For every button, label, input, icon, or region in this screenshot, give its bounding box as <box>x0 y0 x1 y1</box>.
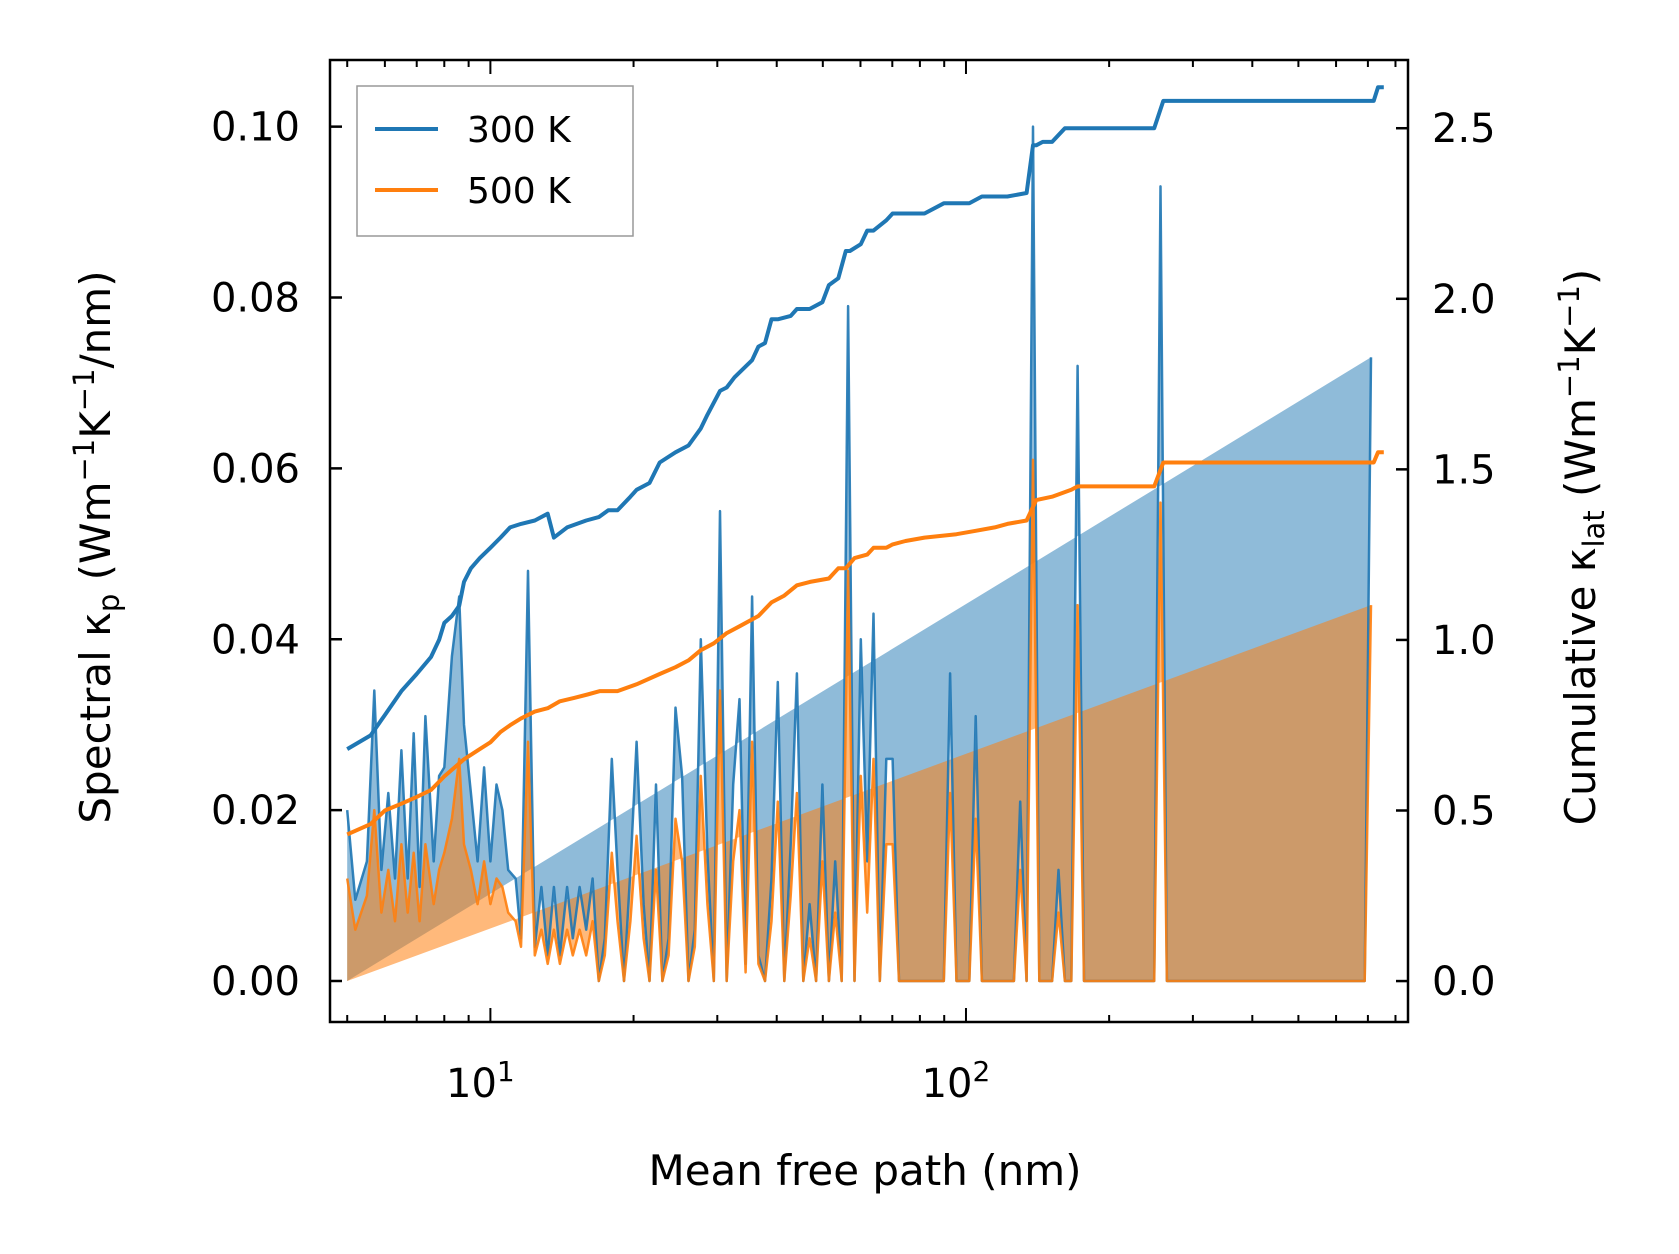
y2-tick-label: 0.0 <box>1432 959 1496 1005</box>
cumulative-line-500k <box>346 450 1384 837</box>
spectral-fills <box>347 126 1371 982</box>
y2-axis-title: Cumulative κlat (Wm−1K−1) <box>1552 269 1611 826</box>
y2-tick-label: 1.5 <box>1432 447 1496 493</box>
x-tick-label: 101 <box>446 1055 515 1107</box>
y-tick-label: 0.06 <box>211 446 300 492</box>
y-tick-label: 0.00 <box>211 959 300 1005</box>
y2-tick-label: 2.5 <box>1432 106 1496 152</box>
x-axis-title: Mean free path (nm) <box>648 1146 1081 1195</box>
spectral-fill-500k <box>347 459 1371 981</box>
y-tick-label: 0.02 <box>211 788 300 834</box>
y2-tick-label: 1.0 <box>1432 618 1496 664</box>
x-tick-label: 102 <box>922 1055 991 1107</box>
y2-tick-label: 0.5 <box>1432 788 1496 834</box>
axis-ticks: 0.00 0.02 0.04 0.06 0.08 0.10 0.0 0.5 1.0 1.5 2.0 2… <box>211 60 1496 1107</box>
x-axis-label: Mean free path (nm) <box>648 1146 1081 1195</box>
cumulative-lines <box>346 85 1384 837</box>
legend-box <box>356 85 634 237</box>
y2-axis-label: Cumulative κlat (Wm−1K−1) <box>1552 269 1611 826</box>
plot-frame <box>328 58 1410 1024</box>
y-tick-label: 0.04 <box>211 617 300 663</box>
legend-label-300k: 300 K <box>467 110 572 151</box>
legend-label-500k: 500 K <box>467 171 572 212</box>
spectral-lines <box>345 125 1373 983</box>
y-tick-label: 0.08 <box>211 276 300 322</box>
y2-tick-label: 2.0 <box>1432 277 1496 323</box>
y-axis-label: Spectral κp (Wm−1K−1/nm) <box>67 270 126 823</box>
cumulative-line-300k <box>346 85 1384 751</box>
legend: 300 K 500 K <box>356 85 634 237</box>
spectral-line-500k <box>345 458 1373 983</box>
y-axis-title: Spectral κp (Wm−1K−1/nm) <box>67 270 126 823</box>
y-tick-label: 0.10 <box>211 105 300 151</box>
